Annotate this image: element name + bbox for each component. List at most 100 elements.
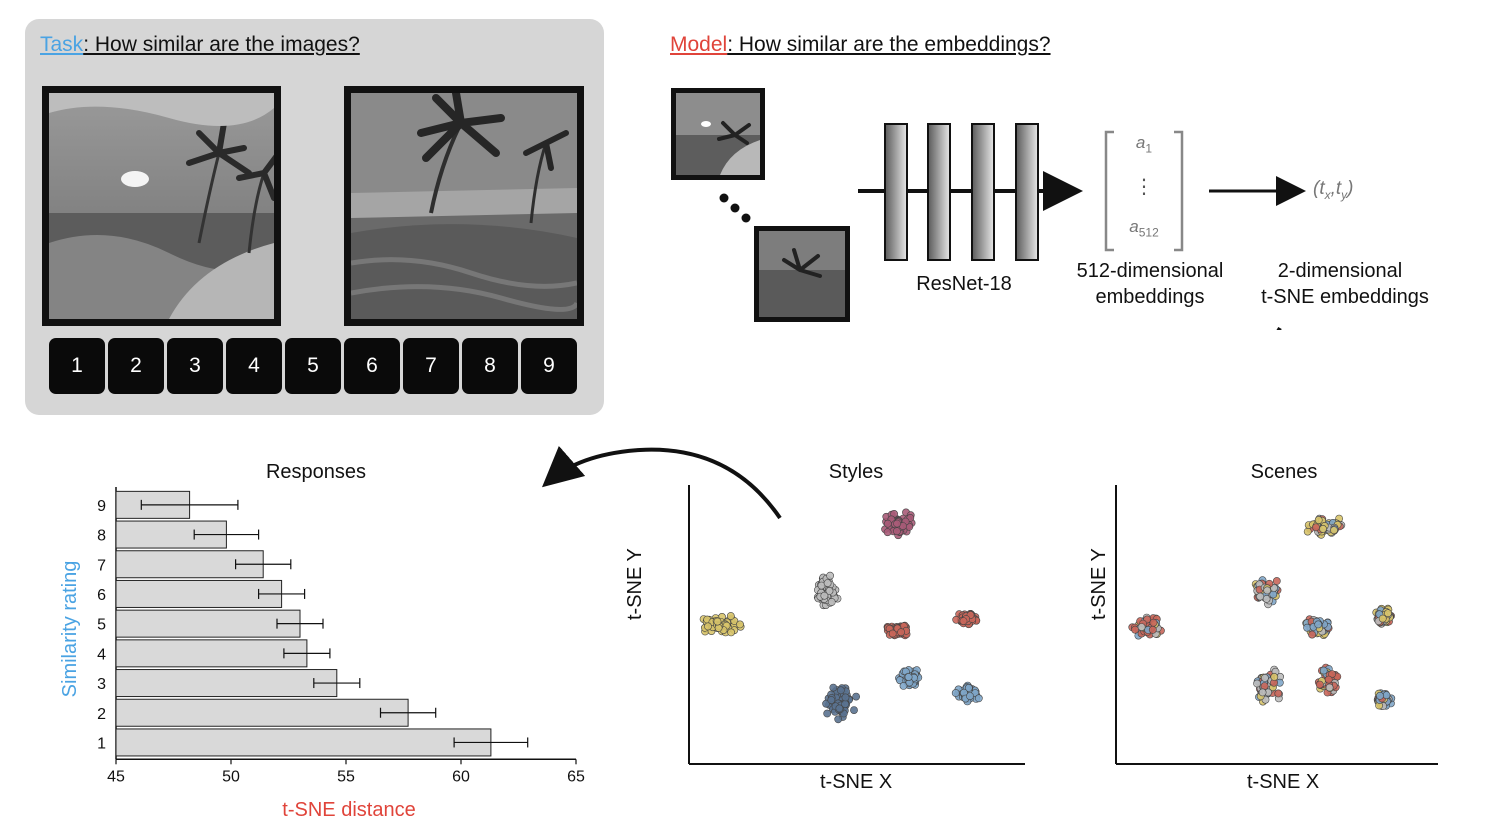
xtick-45: 45 bbox=[107, 768, 125, 785]
scenes-plot-point bbox=[1258, 688, 1267, 697]
styles-plot-point bbox=[841, 693, 850, 702]
bar-rating-6 bbox=[115, 579, 283, 608]
vector-entry-last: a512 bbox=[1129, 217, 1159, 240]
tsne-coordinate: (tx,ty) bbox=[1313, 178, 1354, 202]
styles-plot-point bbox=[829, 683, 838, 692]
styles-xlabel: t-SNE X bbox=[820, 771, 893, 793]
styles-plot-point bbox=[726, 612, 735, 620]
scenes-plot-point bbox=[1324, 675, 1333, 684]
beach-photo-right bbox=[351, 93, 577, 319]
scenes-plot-point bbox=[1384, 609, 1392, 618]
ytick-8: 8 bbox=[97, 528, 106, 545]
styles-plot-point bbox=[713, 617, 722, 626]
styles-plot-point bbox=[893, 519, 901, 528]
ytick-7: 7 bbox=[97, 557, 106, 574]
styles-plot-point bbox=[892, 527, 901, 536]
network-layer-3 bbox=[971, 123, 995, 261]
vector-bracket-left bbox=[1104, 130, 1114, 252]
styles-plot-point bbox=[836, 686, 845, 695]
vector-entry-dots: ⋮ bbox=[1134, 176, 1154, 198]
styles-plot-point bbox=[964, 683, 973, 692]
bar-rating-1 bbox=[115, 728, 492, 757]
scenes-plot-point bbox=[1131, 625, 1139, 634]
styles-title: Styles bbox=[828, 461, 884, 483]
xtick-60: 60 bbox=[452, 768, 470, 785]
rating-key-7[interactable]: 7 bbox=[403, 338, 459, 394]
arrow-to-responses bbox=[541, 445, 782, 520]
embed2-line2: t-SNE embeddings bbox=[1261, 286, 1429, 308]
embed2-line1: 2-dimensional bbox=[1277, 260, 1403, 282]
rating-keys: 1 2 3 4 5 6 7 8 9 bbox=[49, 338, 577, 394]
rating-key-1[interactable]: 1 bbox=[49, 338, 105, 394]
ytick-9: 9 bbox=[97, 498, 106, 515]
task-panel: Task: How similar are the images? bbox=[25, 19, 604, 415]
network-label: ResNet-18 bbox=[916, 273, 1012, 295]
styles-plot-point bbox=[825, 587, 834, 595]
styles-plot-point bbox=[823, 579, 832, 587]
ytick-6: 6 bbox=[97, 587, 106, 604]
ytick-3: 3 bbox=[97, 676, 106, 693]
responses-ylabel: Similarity rating bbox=[59, 561, 81, 698]
styles-plot-point bbox=[827, 696, 836, 704]
styles-plot-point bbox=[951, 689, 960, 697]
scenes-plot-point bbox=[1272, 577, 1281, 585]
styles-plot-point bbox=[714, 623, 723, 632]
scenes-scatter bbox=[1115, 485, 1438, 765]
scenes-plot-point bbox=[1382, 691, 1391, 700]
rating-key-3[interactable]: 3 bbox=[167, 338, 223, 394]
rating-key-9[interactable]: 9 bbox=[521, 338, 577, 394]
styles-plot-point bbox=[899, 681, 908, 690]
vector-bracket-right bbox=[1174, 130, 1184, 252]
styles-plot-point bbox=[883, 519, 892, 528]
styles-plot-point bbox=[897, 628, 905, 637]
scenes-plot-point bbox=[1330, 526, 1338, 535]
scenes-plot-point bbox=[1270, 672, 1279, 681]
styles-plot-point bbox=[834, 715, 843, 724]
scenes-plot-point bbox=[1378, 614, 1387, 623]
rating-key-2[interactable]: 2 bbox=[108, 338, 164, 394]
beach-photo-left bbox=[49, 93, 274, 319]
scenes-plot-point bbox=[1319, 525, 1327, 533]
scenes-plot-point bbox=[1303, 527, 1312, 536]
embed512-line1: 512-dimensional bbox=[1076, 260, 1224, 282]
ytick-5: 5 bbox=[97, 617, 106, 634]
task-heading: Task: How similar are the images? bbox=[40, 33, 360, 57]
model-label: Model bbox=[670, 33, 728, 56]
rating-key-4[interactable]: 4 bbox=[226, 338, 282, 394]
ellipsis-dots bbox=[719, 193, 751, 223]
vector-entry-first: a1 bbox=[1135, 133, 1153, 156]
styles-plot-point bbox=[826, 571, 834, 580]
scenes-plot-point bbox=[1312, 523, 1320, 532]
styles-plot-point bbox=[883, 528, 892, 537]
scenes-plot-point bbox=[1376, 691, 1384, 700]
rating-key-8[interactable]: 8 bbox=[462, 338, 518, 394]
scenes-plot-point bbox=[1315, 680, 1324, 689]
rating-key-5[interactable]: 5 bbox=[285, 338, 341, 394]
rating-key-6[interactable]: 6 bbox=[344, 338, 400, 394]
styles-plot-point bbox=[959, 617, 968, 625]
scenes-plot-point bbox=[1149, 618, 1158, 627]
scenes-plot-point bbox=[1256, 592, 1265, 601]
scenes-plot-point bbox=[1325, 683, 1334, 692]
network-layer-4 bbox=[1015, 123, 1039, 261]
task-question: : How similar are the images? bbox=[83, 33, 360, 56]
model-question: : How similar are the embeddings? bbox=[727, 33, 1051, 56]
network-layer-1 bbox=[884, 123, 908, 261]
bar-rating-4 bbox=[115, 639, 308, 668]
scenes-plot-point bbox=[1314, 516, 1323, 524]
image-left bbox=[42, 86, 281, 326]
styles-plot-point bbox=[835, 704, 844, 713]
xtick-55: 55 bbox=[337, 768, 355, 785]
styles-plot-point bbox=[852, 692, 860, 701]
bar-rating-3 bbox=[115, 669, 338, 698]
scenes-plot-point bbox=[1308, 630, 1316, 639]
scenes-title: Scenes bbox=[1250, 461, 1318, 483]
curved-arrow-to-plots bbox=[1276, 326, 1282, 330]
styles-plot-point bbox=[904, 673, 913, 681]
responses-xlabel: t-SNE distance bbox=[282, 799, 415, 821]
scenes-plot-point bbox=[1274, 689, 1283, 698]
scenes-plot-point bbox=[1303, 623, 1311, 632]
ytick-4: 4 bbox=[97, 646, 106, 663]
styles-plot-point bbox=[704, 622, 712, 631]
input-image-top bbox=[671, 88, 765, 180]
